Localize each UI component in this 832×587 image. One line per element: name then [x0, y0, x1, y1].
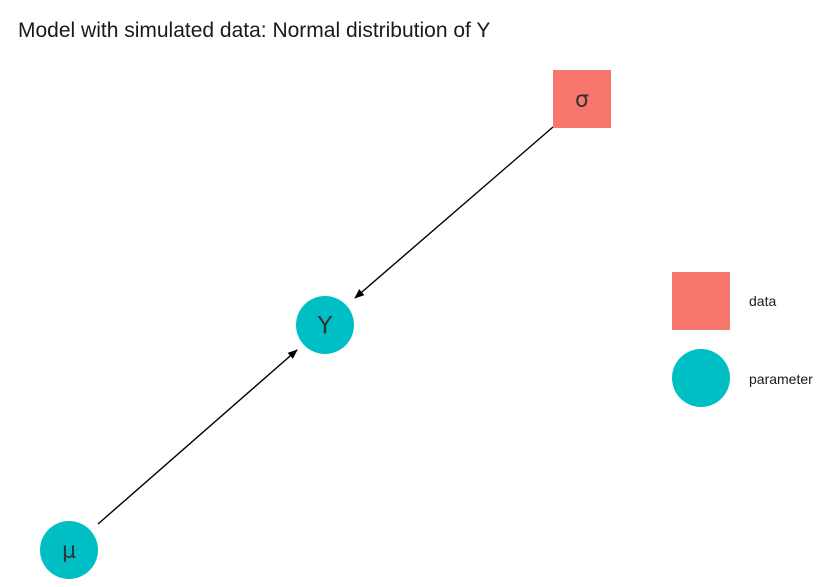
legend-label-parameter: parameter: [749, 371, 813, 387]
legend-item-data: data: [672, 272, 776, 330]
legend-key-parameter: [672, 349, 730, 407]
node-y-label: Y: [317, 311, 333, 339]
legend-label-data: data: [749, 293, 776, 309]
node-sigma: σ: [553, 70, 611, 128]
node-y-circle: [296, 296, 354, 354]
diagram-title: Model with simulated data: Normal distri…: [18, 19, 491, 42]
legend-item-parameter: parameter: [672, 349, 813, 407]
edge-mu-to-y: [97, 349, 298, 525]
legend: data parameter: [672, 272, 813, 407]
node-sigma-label: σ: [575, 88, 589, 113]
edge-sigma-to-y: [354, 126, 554, 299]
node-sigma-square: [553, 70, 611, 128]
node-mu-label: μ: [62, 539, 76, 564]
node-mu: μ: [40, 521, 98, 579]
edges-layer: [97, 126, 554, 525]
nodes-layer: σ Yμ: [40, 70, 611, 579]
node-y: Y: [296, 296, 354, 354]
node-mu-circle: [40, 521, 98, 579]
legend-key-data: [672, 272, 730, 330]
